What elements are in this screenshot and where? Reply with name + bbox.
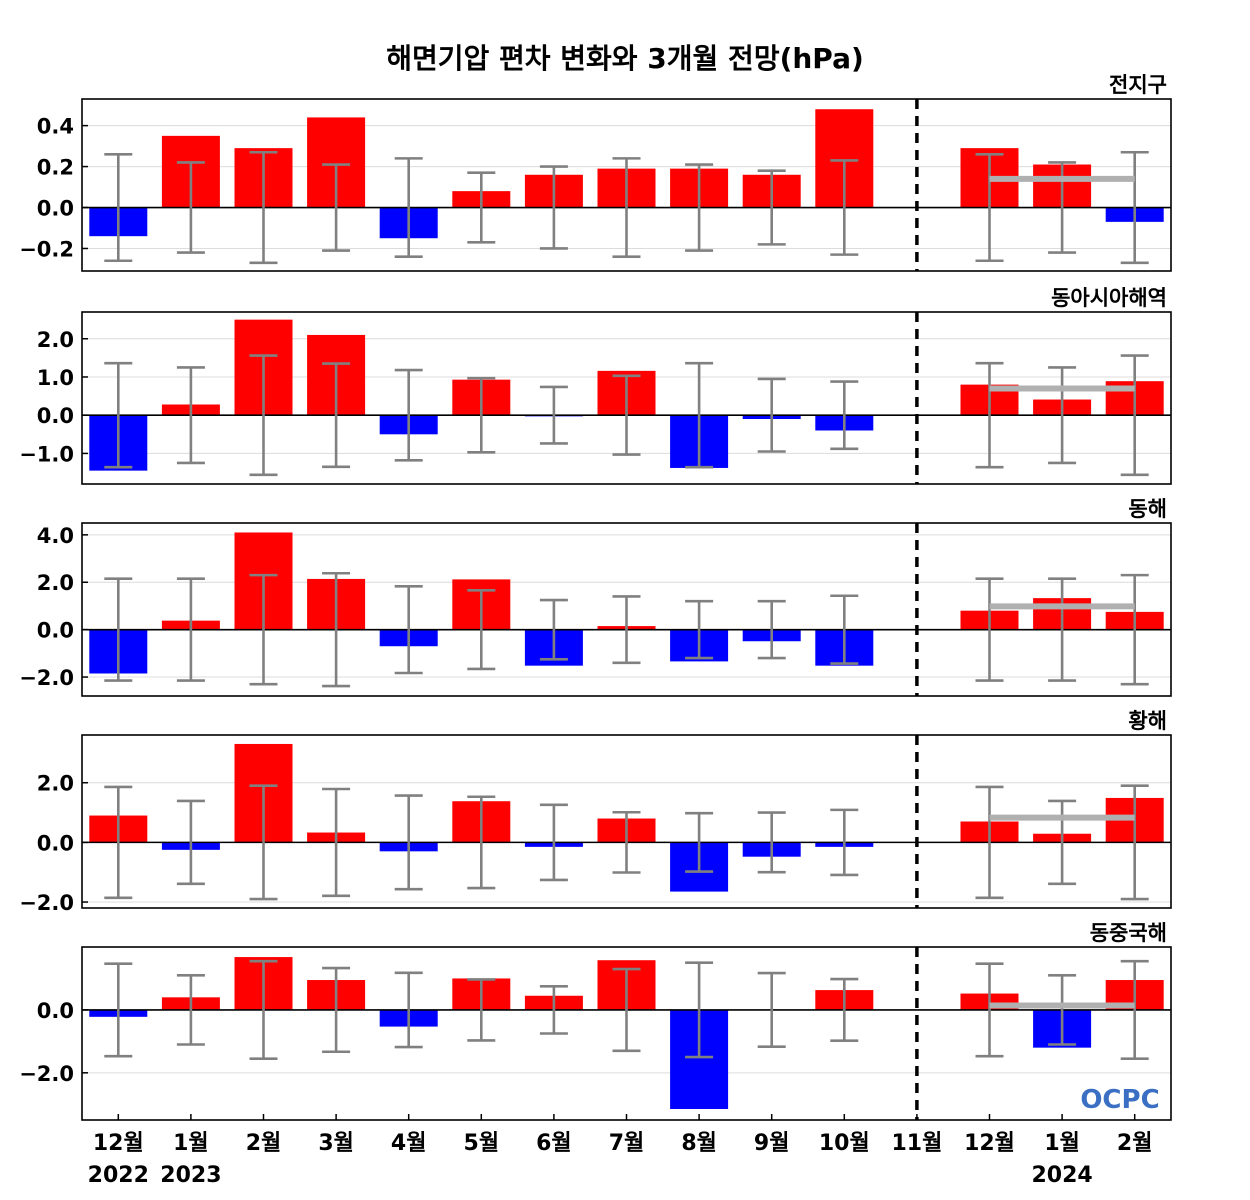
x-tick-label: 2월 [246,1131,282,1156]
panel-title: 전지구 [1109,73,1167,97]
panel: 동해 4.0 2.0 0.0 −2.0 [19,497,1172,697]
x-tick-label: 3월 [318,1131,354,1156]
x-tick-label: 8월 [681,1131,717,1156]
x-tick-label: 2월 [1117,1131,1153,1156]
y-tick-label: −1.0 [19,442,74,466]
panel-title: 동아시아해역 [1051,286,1167,310]
chart-title: 해면기압 편차 변화와 3개월 전망(hPa) [386,42,864,75]
x-tick-label: 1월 [173,1131,209,1156]
y-tick-label: 1.0 [37,366,74,390]
x-year-label: 2024 [1031,1163,1092,1188]
y-tick-label: 0.0 [37,831,74,855]
x-year-label: 2023 [160,1163,221,1188]
x-tick-label: 12월 [964,1131,1015,1156]
x-tick-label: 11월 [891,1131,942,1156]
y-tick-label: −2.0 [19,891,74,915]
panel-frame [81,734,1172,909]
panel-frame [81,311,1172,485]
y-tick-label: 2.0 [37,328,74,352]
y-tick-label: −0.2 [19,237,74,261]
panel-frame [81,98,1172,272]
panel: 동중국해 0.0 −2.0 [19,921,1172,1121]
panel: 황해 2.0 0.0 −2.0 [19,709,1172,915]
x-tick-label: 5월 [464,1131,500,1156]
x-tick-label: 6월 [536,1131,572,1156]
ocpc-logo: OCPC [1080,1085,1159,1115]
y-tick-label: 0.0 [37,404,74,428]
y-tick-label: 0.0 [37,999,74,1023]
x-tick-label: 7월 [609,1131,645,1156]
x-tick-label: 12월 [93,1131,144,1156]
chart-panels: 전지구 0.4 0.2 0.0 −0.2 동아시아해역 2.0 1.0 0.0 −1.0 동해 4.0… [19,73,1172,1121]
x-tick-label: 10월 [819,1131,870,1156]
panel-title: 동중국해 [1090,921,1167,945]
panel: 동아시아해역 2.0 1.0 0.0 −1.0 [19,286,1172,485]
panel: 전지구 0.4 0.2 0.0 −0.2 [19,73,1172,272]
y-tick-label: 0.0 [37,197,74,221]
panel-title: 동해 [1128,497,1167,521]
y-tick-label: −2.0 [19,1062,74,1086]
y-tick-label: 2.0 [37,772,74,796]
y-tick-label: 0.4 [37,115,74,139]
y-tick-label: 0.0 [37,619,74,643]
logo-text: OCPC [1080,1085,1159,1115]
x-axis: 12월 1월 2월 3월 4월 5월 6월 7월 8월 9월 10월 11월 12월 1월 2월 2022 20… [88,1114,1153,1188]
y-tick-label: −2.0 [19,666,74,690]
x-tick-label: 9월 [754,1131,790,1156]
panel-title: 황해 [1128,709,1167,733]
y-tick-label: 4.0 [37,524,74,548]
x-tick-label: 4월 [391,1131,427,1156]
panel-frame [81,522,1172,697]
x-tick-label: 1월 [1044,1131,1080,1156]
y-tick-label: 0.2 [37,156,74,180]
y-tick-label: 2.0 [37,571,74,595]
x-year-label: 2022 [88,1163,149,1188]
